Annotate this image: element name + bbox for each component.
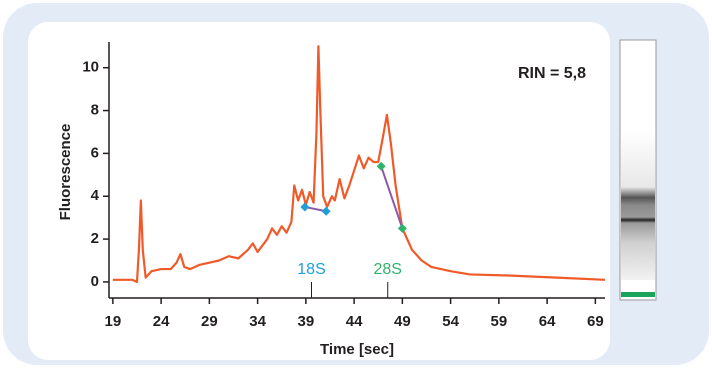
x-tick-label: 39: [298, 313, 315, 330]
y-tick-label: 2: [91, 230, 99, 247]
y-tick-label: 6: [91, 144, 99, 161]
x-tick-label: 59: [491, 313, 508, 330]
gel-bands: [621, 130, 655, 280]
y-tick-label: 4: [91, 187, 100, 204]
x-tick-label: 34: [249, 313, 266, 330]
x-tick-label: 24: [153, 313, 170, 330]
y-tick-label: 8: [91, 102, 99, 119]
x-tick-label: 44: [346, 313, 363, 330]
peak-label: 18S: [297, 261, 325, 278]
gel-marker-band: [621, 292, 655, 297]
rin-annotation: RIN = 5,8: [518, 65, 586, 82]
x-tick-label: 19: [105, 313, 122, 330]
x-tick-label: 54: [442, 313, 459, 330]
x-axis-label: Time [sec]: [320, 341, 394, 358]
x-tick-label: 29: [201, 313, 218, 330]
x-tick-label: 64: [539, 313, 556, 330]
x-tick-label: 69: [587, 313, 604, 330]
y-tick-label: 0: [91, 273, 99, 290]
y-tick-label: 10: [82, 59, 99, 76]
x-tick-label: 49: [394, 313, 411, 330]
chart: RIN = 5,8 Time [sec] Fluorescence 024681…: [0, 0, 712, 368]
y-axis-label: Fluorescence: [57, 124, 74, 221]
peak-label: 28S: [374, 261, 402, 278]
